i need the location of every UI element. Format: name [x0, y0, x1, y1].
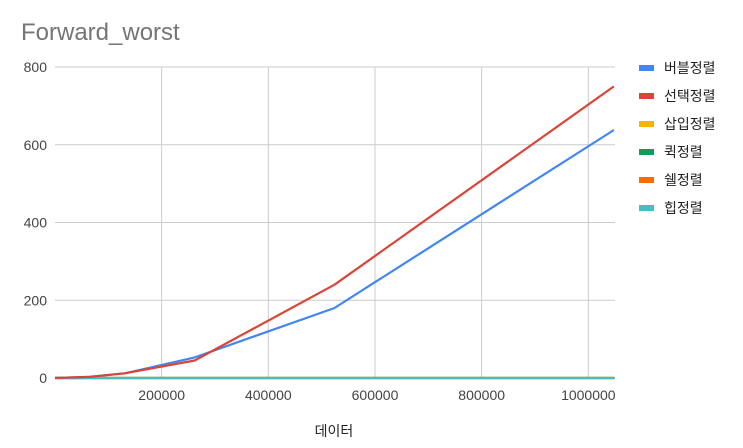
x-tick-label: 200000 — [138, 387, 185, 403]
grid-layer — [55, 66, 615, 378]
x-axis-label: 데이터 — [315, 423, 354, 439]
series-line — [54, 85, 615, 380]
legend-label: 힙정렬 — [664, 200, 703, 216]
legend-swatch — [639, 149, 654, 155]
legend-swatch — [639, 205, 654, 211]
legend-label: 쉘정렬 — [664, 172, 703, 188]
x-tick-label: 800000 — [458, 387, 505, 403]
legend-label: 삽입정렬 — [664, 116, 716, 132]
legend-swatch — [639, 177, 654, 183]
y-tick-label: 400 — [24, 215, 48, 231]
y-tick-label: 800 — [24, 59, 48, 75]
series-layer — [54, 85, 615, 380]
x-tick-label: 400000 — [245, 387, 292, 403]
chart-title: Forward_worst — [21, 19, 180, 46]
series-line — [54, 129, 615, 380]
y-tick-label: 600 — [24, 137, 48, 153]
x-tick-label: 600000 — [352, 387, 399, 403]
x-tick-label: 1000000 — [561, 387, 616, 403]
legend-swatch — [639, 65, 654, 71]
legend-swatch — [639, 93, 654, 99]
legend-swatch — [639, 121, 654, 127]
axis-layer: 0 200 400 600 800 200000 400000 600000 800000 100… — [24, 59, 616, 403]
legend-label: 버블정렬 — [664, 60, 716, 76]
y-tick-label: 200 — [24, 292, 48, 308]
y-tick-label: 0 — [39, 370, 47, 386]
legend-label: 선택정렬 — [664, 88, 716, 104]
legend-label: 퀵정렬 — [664, 144, 703, 160]
